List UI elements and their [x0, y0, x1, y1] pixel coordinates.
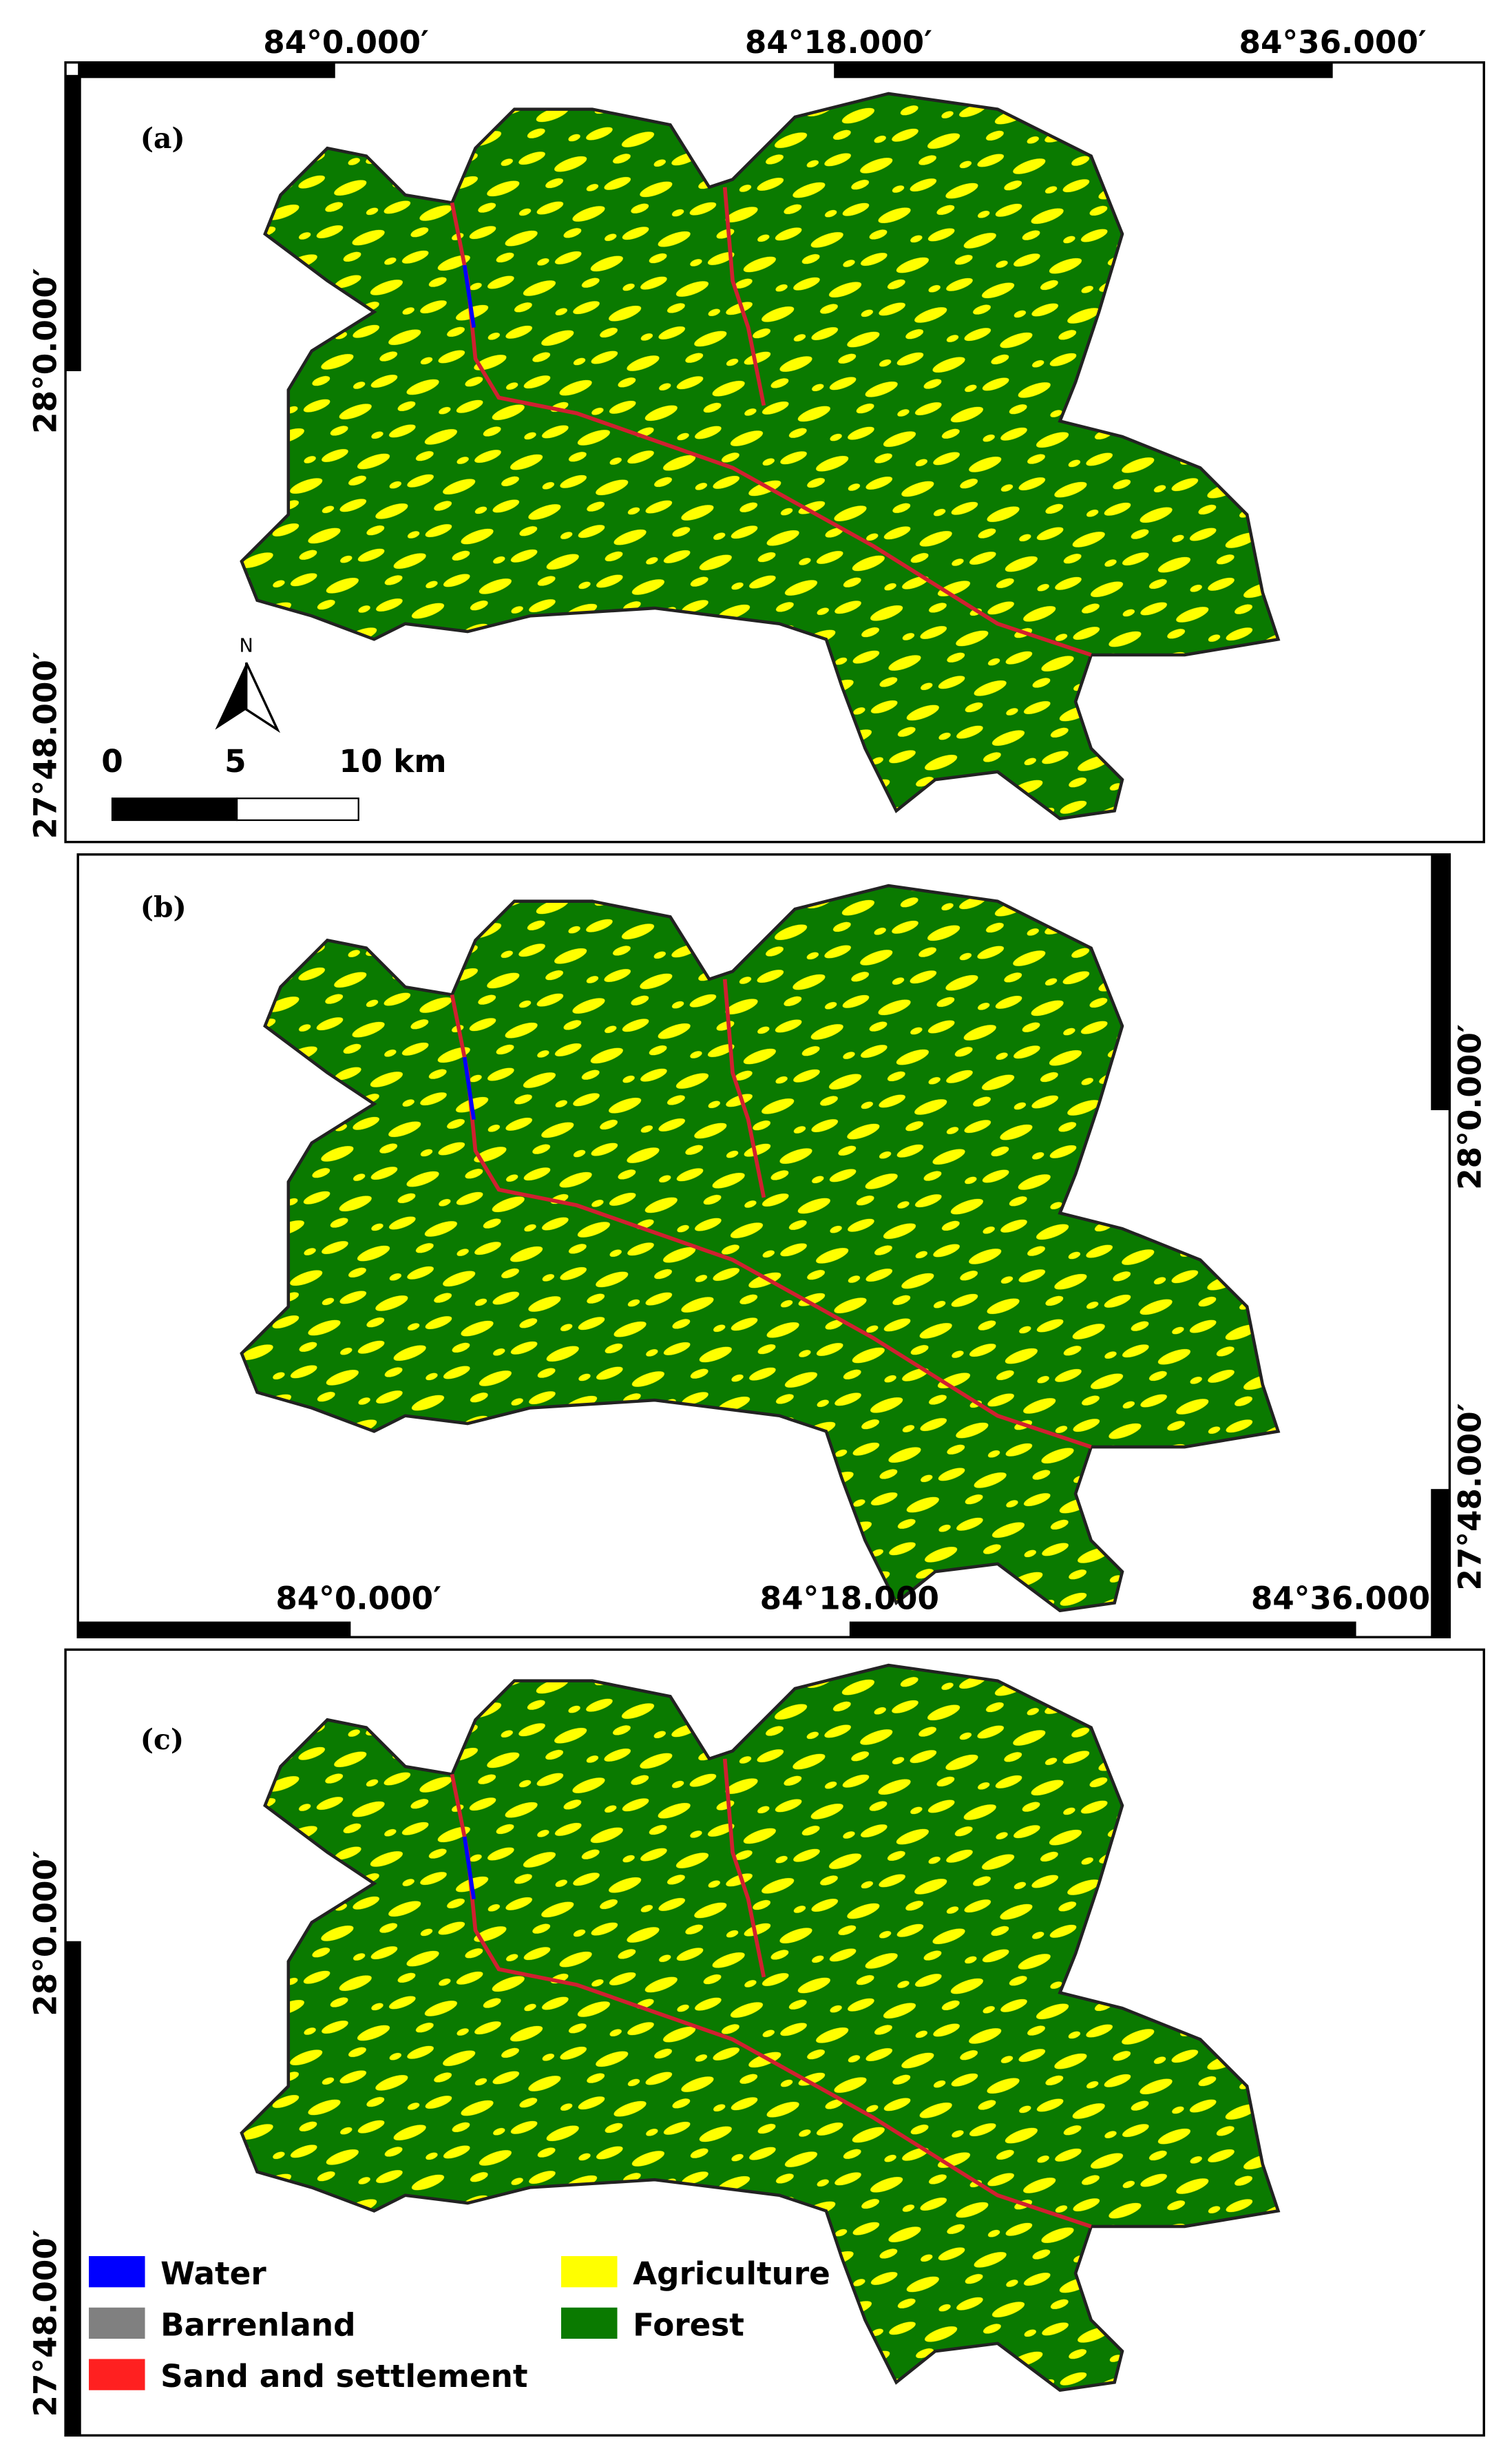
north-arrow: [245, 662, 281, 733]
graticule-bar: [65, 1941, 81, 2436]
lat-label: 28°0.000′: [28, 1850, 64, 2016]
panel-a: 84°0.000′ 84°18.000′ 84°36.000′ 28°0.000…: [28, 24, 1485, 844]
scale-bar: [235, 797, 359, 822]
lat-label: 27°48.000′: [28, 2229, 64, 2417]
scale-label: 10 km: [339, 743, 446, 780]
panel-label: (c): [140, 1723, 184, 1756]
legend-label: Barrenland: [160, 2306, 355, 2343]
lat-label: 27°48.000′: [28, 651, 64, 839]
panel-label: (a): [140, 122, 185, 155]
lat-label: 28°0.000′: [1452, 1024, 1489, 1190]
lon-label: 84°0.000′: [275, 1581, 441, 1617]
graticule-bar: [78, 1621, 351, 1638]
graticule-bar: [78, 62, 335, 79]
panel-c: 28°0.000′ 27°48.000′ (c) Water Barrenland…: [28, 1648, 1485, 2437]
graticule-bar: [65, 74, 81, 371]
lon-label: 84°36.000′: [1239, 24, 1427, 61]
panel-label: (b): [140, 890, 187, 924]
legend-swatch: [89, 2307, 145, 2339]
legend-swatch: [561, 2307, 618, 2339]
legend-swatch: [89, 2256, 145, 2288]
legend-label: Forest: [633, 2306, 744, 2343]
lon-label: 84°18.000: [760, 1581, 939, 1617]
lon-label: 84°36.000: [1251, 1581, 1430, 1617]
graticule-bar: [849, 1621, 1356, 1638]
graticule-bar: [834, 62, 1333, 79]
legend-swatch: [89, 2359, 145, 2390]
legend: Water Barrenland Sand and settlement Agricu…: [89, 2255, 830, 2395]
scale-bar: [111, 797, 238, 822]
lat-label: 28°0.000′: [28, 268, 64, 434]
lon-label: 84°0.000′: [263, 24, 429, 61]
legend-label: Water: [160, 2255, 266, 2292]
legend-label: Agriculture: [633, 2255, 830, 2292]
graticule-bar: [1431, 854, 1450, 1111]
north-label: N: [240, 635, 253, 656]
lon-label: 84°18.000′: [745, 24, 932, 61]
legend-label: Sand and settlement: [160, 2358, 527, 2395]
legend-swatch: [561, 2256, 618, 2288]
scale-label: 5: [224, 743, 246, 780]
lat-label: 27°48.000′: [1452, 1403, 1489, 1590]
panel-b: 84°0.000′ 84°18.000 84°36.000 28°0.000′ …: [76, 853, 1489, 1638]
scale-label: 0: [101, 743, 123, 780]
graticule-bar: [1431, 1489, 1450, 1638]
